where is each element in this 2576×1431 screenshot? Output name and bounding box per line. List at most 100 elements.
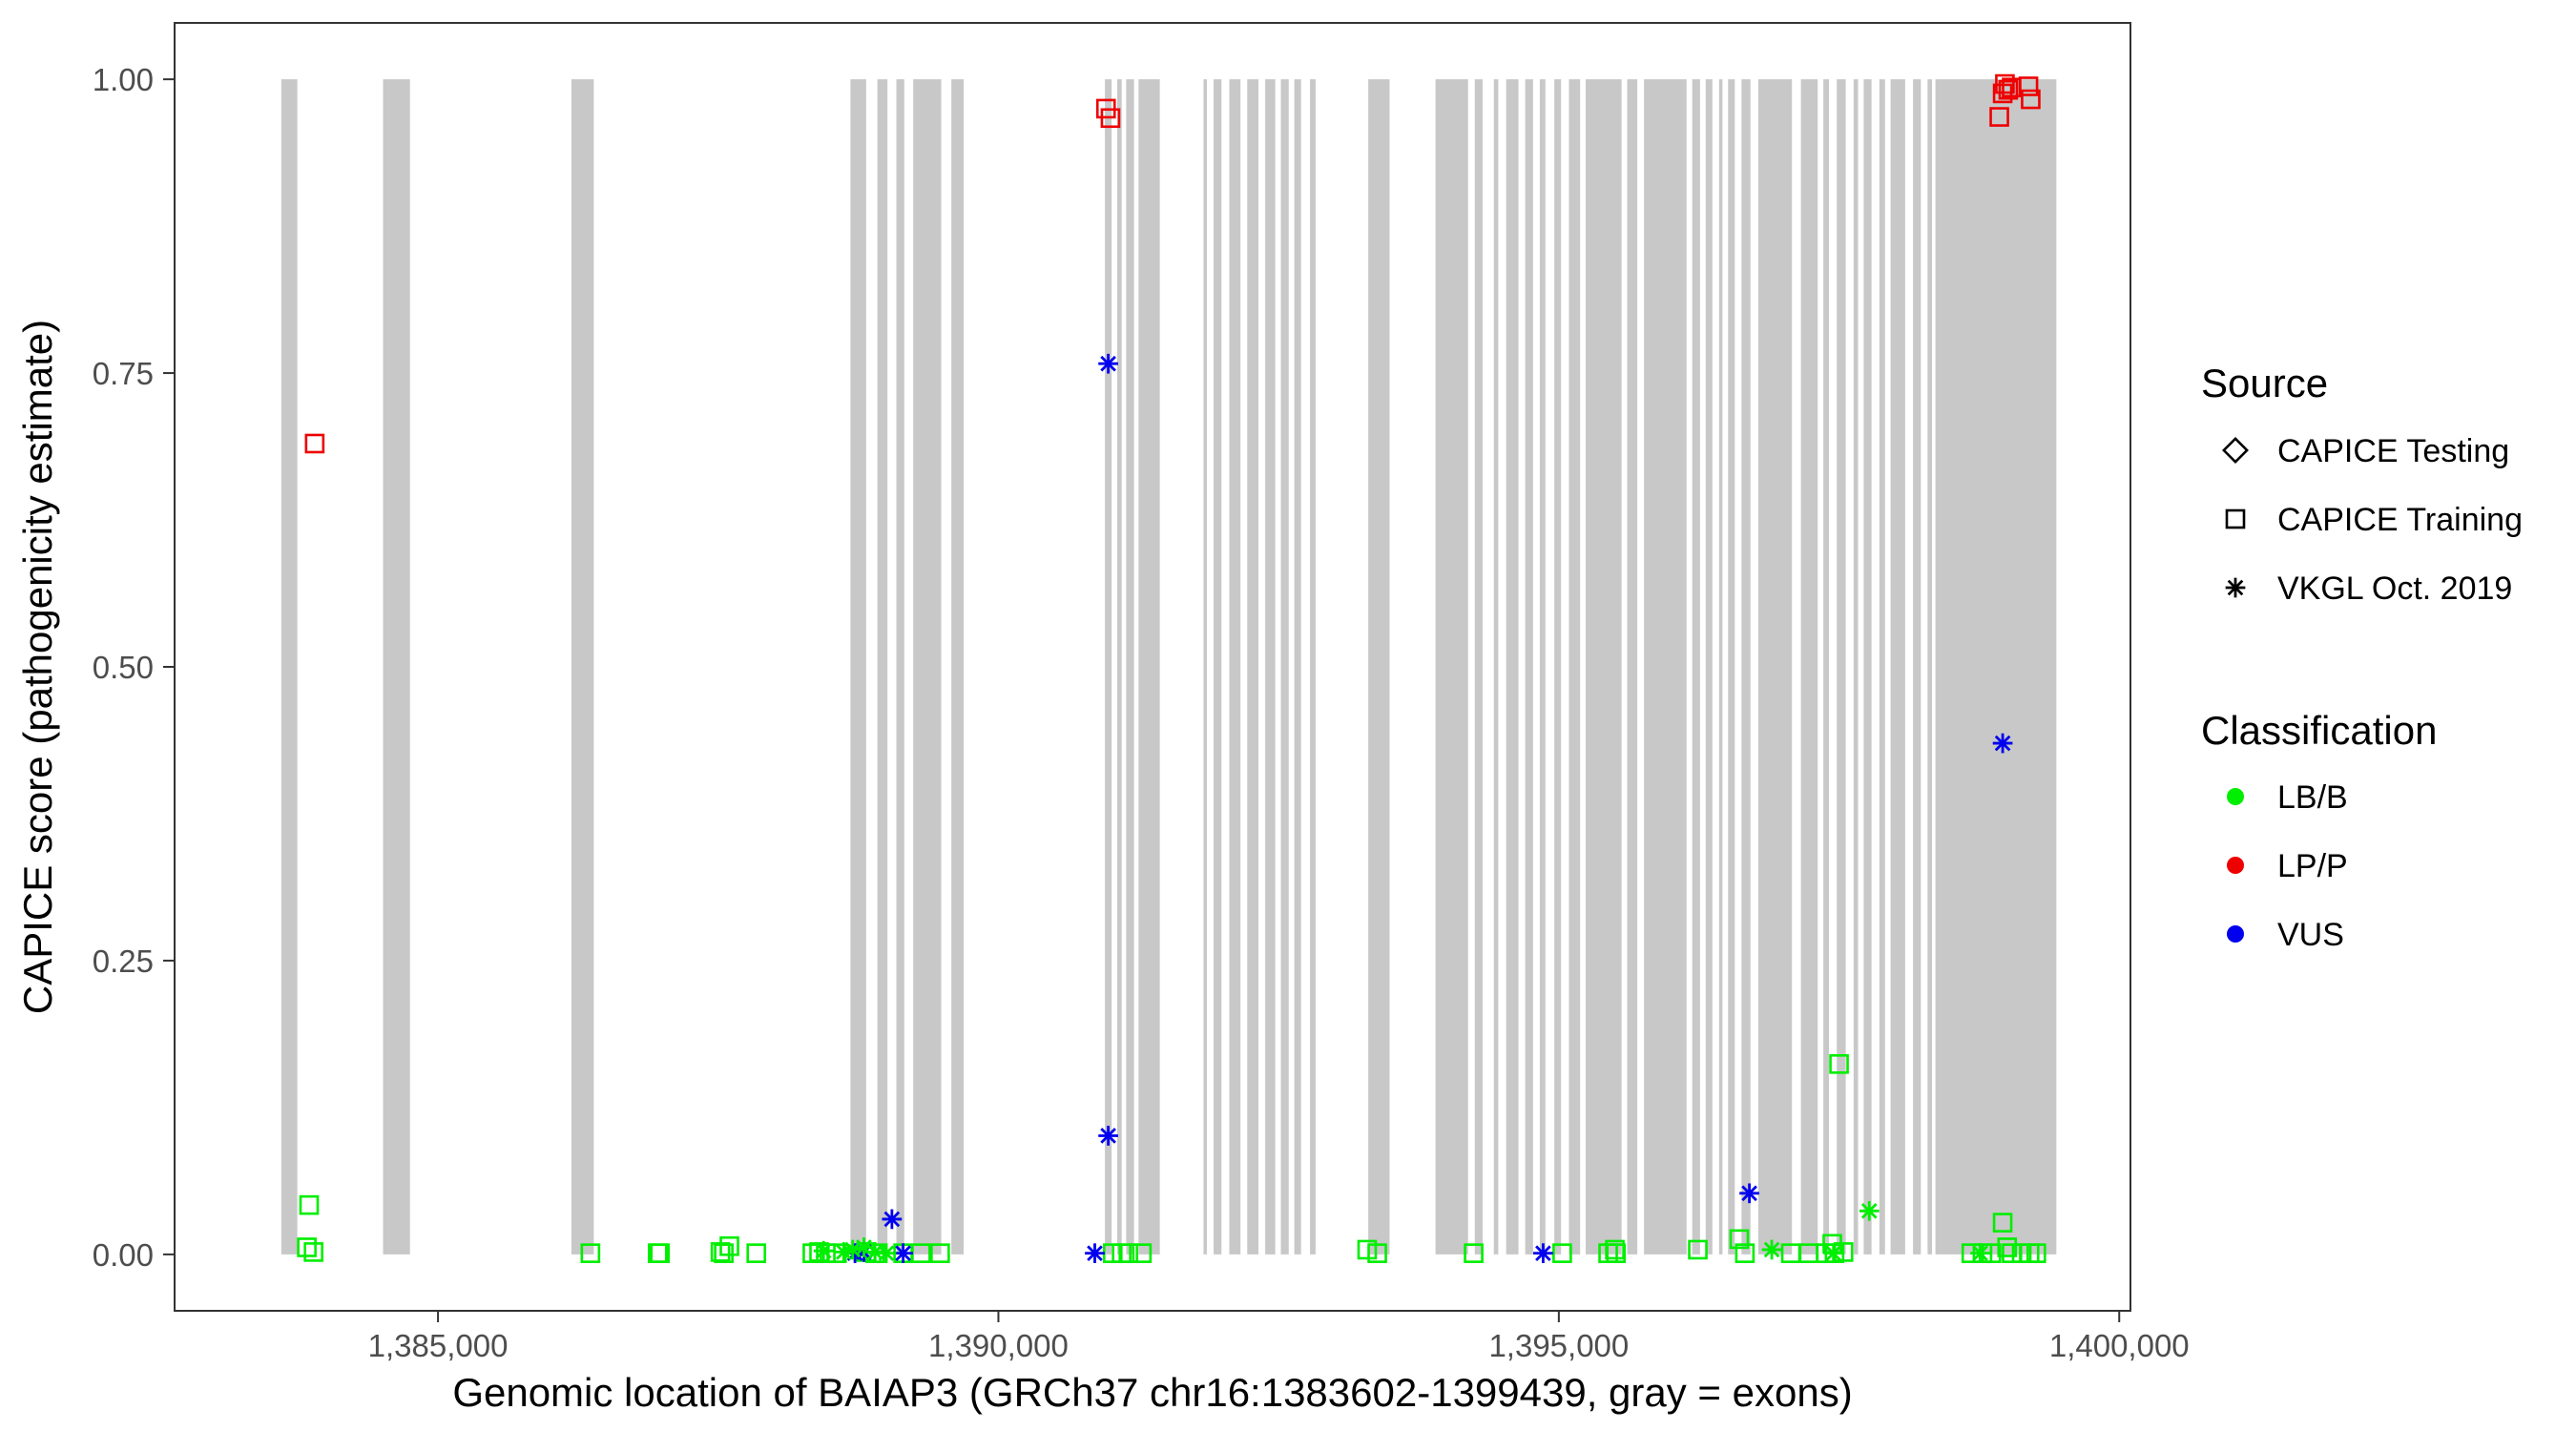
exon-band: [1757, 79, 1793, 1255]
data-point: [1367, 1243, 1387, 1263]
legend-key-square: [2225, 508, 2246, 529]
data-point: [1098, 353, 1118, 374]
data-point: [813, 1240, 834, 1261]
exon-band: [1879, 79, 1885, 1255]
exon-band: [1294, 79, 1301, 1255]
exon-band: [1863, 79, 1872, 1255]
data-point: [303, 1242, 323, 1262]
exon-band: [1203, 79, 1207, 1255]
exon-band: [1800, 79, 1818, 1255]
exon-band: [1247, 79, 1259, 1255]
data-point: [1859, 1200, 1880, 1221]
legend-source-label: CAPICE Testing: [2277, 433, 2509, 469]
x-tick-label: 1,385,000: [368, 1328, 509, 1363]
x-tick-label: 1,390,000: [928, 1328, 1069, 1363]
legend-source-entries: CAPICE Testing CAPICE Training VKGL Oct. 2…: [2222, 433, 2523, 607]
legend-class-label: LB/B: [2277, 779, 2348, 816]
data-point: [876, 1243, 897, 1263]
legend-source-label: CAPICE Training: [2277, 502, 2523, 538]
exon-band: [951, 79, 965, 1255]
legend-key-dot: [2227, 857, 2244, 874]
exon-band: [1229, 79, 1241, 1255]
data-point: [1688, 1239, 1708, 1260]
data-point: [746, 1243, 767, 1263]
x-tick-label: 1,395,000: [1488, 1328, 1629, 1363]
exon-band: [1310, 79, 1316, 1255]
exon-band: [1741, 79, 1751, 1255]
data-point: [1100, 108, 1121, 129]
exon-band: [1913, 79, 1922, 1255]
legend-classification-title: Classification: [2201, 708, 2437, 753]
data-point: [1464, 1243, 1484, 1263]
legend-source-title: Source: [2201, 361, 2328, 405]
exon-band: [1493, 79, 1499, 1255]
data-point: [650, 1243, 670, 1263]
data-point: [1085, 1243, 1105, 1263]
data-points: [297, 73, 2046, 1263]
exon-band: [383, 79, 410, 1255]
exon-band: [1718, 79, 1723, 1255]
legend: Source CAPICE Testing CAPICE Training VKGL…: [2201, 361, 2523, 953]
data-point: [1823, 1243, 1844, 1263]
legend-class-entries: LB/B LP/P VUS: [2227, 779, 2348, 953]
y-tick-label: 1.00: [93, 62, 154, 97]
data-point: [1118, 1243, 1139, 1263]
exon-band: [1506, 79, 1519, 1255]
exon-band: [1435, 79, 1468, 1255]
exon-band: [1705, 79, 1713, 1255]
exon-band: [1116, 79, 1122, 1255]
y-tick-label: 0.50: [93, 650, 154, 685]
data-point: [1552, 1243, 1572, 1263]
exon-band: [1105, 79, 1112, 1255]
legend-key-asterisk: [2225, 577, 2246, 598]
exon-band: [1692, 79, 1700, 1255]
y-tick-label: 0.00: [93, 1237, 154, 1273]
data-point: [1829, 1054, 1849, 1074]
legend-key-dot: [2227, 925, 2244, 943]
y-axis-label: CAPICE score (pathogenicity estimate): [15, 320, 60, 1014]
data-point: [714, 1243, 734, 1263]
x-axis-label: Genomic location of BAIAP3 (GRCh37 chr16…: [452, 1370, 1852, 1415]
y-tick-label: 0.75: [93, 356, 154, 391]
data-point: [1761, 1239, 1782, 1260]
data-point: [304, 433, 325, 454]
exon-band: [1554, 79, 1562, 1255]
exon-band: [1728, 79, 1735, 1255]
data-point: [719, 1235, 739, 1256]
exon-band: [1837, 79, 1846, 1255]
exon-band: [1214, 79, 1222, 1255]
exon-band: [1280, 79, 1289, 1255]
exon-band: [1539, 79, 1546, 1255]
exon-band: [1126, 79, 1134, 1255]
data-point: [1989, 107, 2009, 127]
legend-key-dot: [2227, 788, 2244, 805]
data-point: [1735, 1243, 1755, 1263]
data-point: [1533, 1243, 1553, 1263]
data-point: [1739, 1183, 1759, 1204]
data-point: [1995, 73, 2015, 94]
exon-band: [1265, 79, 1276, 1255]
y-tick-label: 0.25: [93, 944, 154, 979]
exon-band: [1853, 79, 1859, 1255]
exon-band: [913, 79, 942, 1255]
data-point: [1997, 1237, 2018, 1257]
data-point: [1992, 1213, 2013, 1233]
data-point: [299, 1194, 320, 1215]
exon-band: [1935, 79, 2057, 1255]
exon-band: [1525, 79, 1533, 1255]
data-point: [1970, 1243, 1990, 1263]
data-point: [1729, 1229, 1750, 1250]
exon-band: [1627, 79, 1638, 1255]
data-point: [1606, 1243, 1627, 1263]
data-point: [580, 1243, 601, 1263]
data-point: [930, 1243, 950, 1263]
exon-band: [280, 79, 298, 1255]
exon-band: [1644, 79, 1687, 1255]
legend-class-label: VUS: [2277, 917, 2344, 953]
data-point: [1357, 1239, 1378, 1260]
exon-band: [1474, 79, 1483, 1255]
exon-band: [877, 79, 888, 1255]
exon-band: [571, 79, 594, 1255]
data-point: [1098, 1126, 1118, 1146]
